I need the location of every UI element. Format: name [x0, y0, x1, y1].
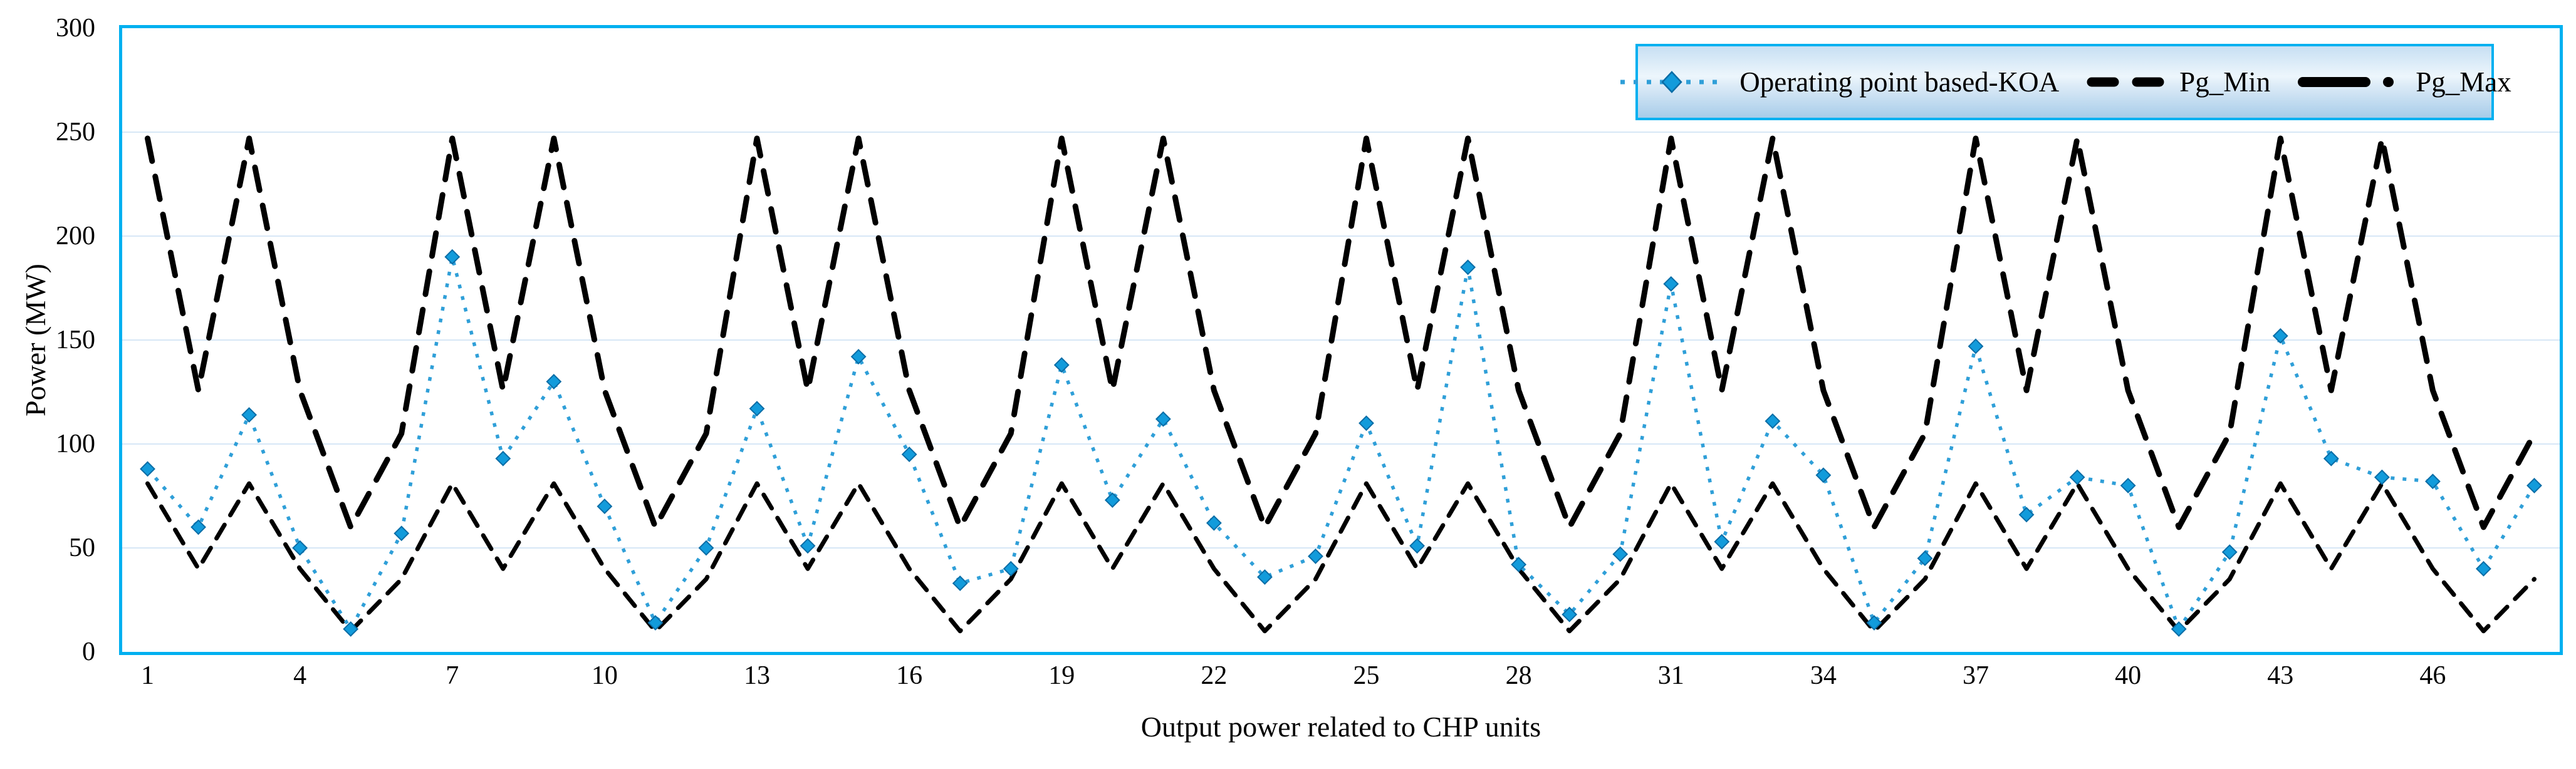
koa-diamond-markers	[140, 249, 2542, 637]
y-tick-label: 50	[69, 534, 95, 562]
y-axis-tick-labels: 0 50 100 150 200 250 300	[0, 15, 95, 665]
x-tick-label: 13	[744, 661, 771, 690]
gridline	[122, 235, 2560, 237]
x-tick-label: 31	[1657, 661, 1684, 690]
koa-line	[146, 255, 2536, 631]
x-tick-label: 37	[1963, 661, 1989, 690]
x-tick-label: 28	[1505, 661, 1532, 690]
y-tick-label: 200	[56, 222, 95, 250]
legend: Operating point based-KOA Pg_Min Pg_Max	[1620, 44, 2511, 120]
y-tick-label: 0	[82, 637, 95, 666]
koa-dotted-diamond-icon	[1620, 71, 1724, 93]
x-tick-label: 19	[1048, 661, 1075, 690]
legend-item-pgmax: Pg_Max	[2297, 67, 2511, 97]
x-tick-label: 25	[1353, 661, 1380, 690]
gridline	[122, 339, 2560, 341]
legend-item-koa: Operating point based-KOA	[1618, 67, 2059, 97]
x-axis-title: Output power related to CHP units	[1140, 711, 1541, 743]
y-tick-label: 100	[56, 430, 95, 458]
y-tick-label: 300	[56, 14, 95, 43]
pgmin-line	[145, 481, 2537, 634]
plot-area: Operating point based-KOA Pg_Min Pg_Max	[119, 25, 2563, 655]
gridline	[122, 132, 2560, 133]
x-tick-label: 43	[2267, 661, 2294, 690]
x-tick-label: 1	[141, 661, 155, 690]
gridline	[122, 443, 2560, 445]
pgmax-line	[145, 135, 2537, 530]
x-tick-label: 22	[1201, 661, 1228, 690]
legend-label-koa: Operating point based-KOA	[1739, 66, 2060, 98]
pgmin-dash-icon	[2087, 77, 2164, 87]
legend-label-pgmax: Pg_Max	[2416, 66, 2511, 98]
gridline	[122, 547, 2560, 549]
pgmax-longdash-icon	[2298, 77, 2402, 87]
x-tick-label: 46	[2419, 661, 2446, 690]
legend-item-pgmin: Pg_Min	[2085, 67, 2270, 97]
x-tick-label: 16	[896, 661, 923, 690]
y-tick-label: 150	[56, 326, 95, 354]
x-tick-label: 34	[1810, 661, 1837, 690]
x-tick-label: 4	[293, 661, 307, 690]
x-tick-label: 10	[591, 661, 618, 690]
x-tick-label: 40	[2115, 661, 2142, 690]
series-lines	[140, 135, 2542, 637]
legend-label-pgmin: Pg_Min	[2179, 66, 2271, 98]
y-tick-label: 250	[56, 118, 95, 147]
x-axis-tick-labels: 1 4 7 10 13 16 19 22 25 28 31 34 37 40 43 46	[122, 663, 2560, 694]
x-tick-label: 7	[446, 661, 459, 690]
